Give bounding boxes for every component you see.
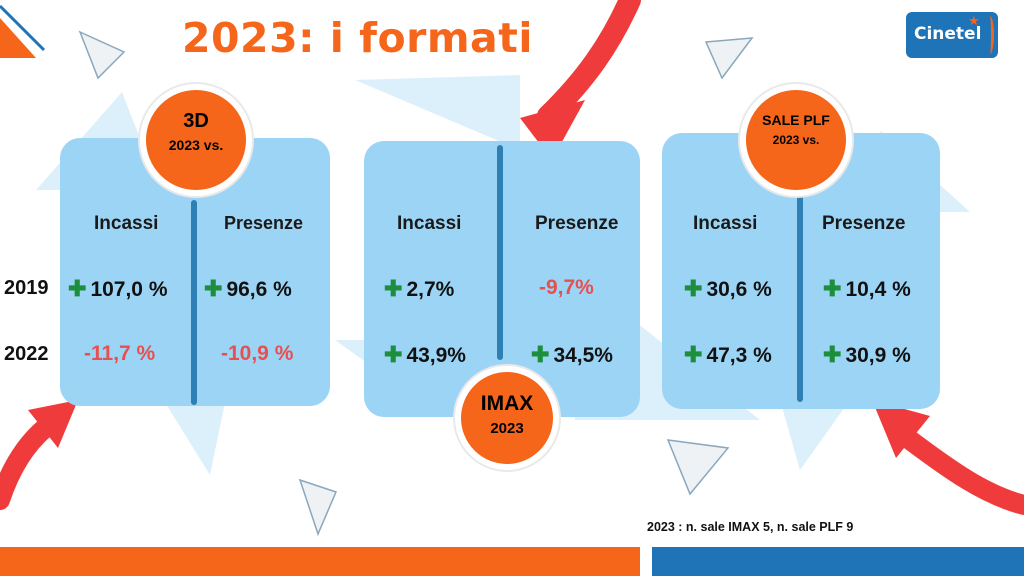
footnote: 2023 : n. sale IMAX 5, n. sale PLF 9 — [647, 520, 854, 534]
badge-plf-subtitle: 2023 vs. — [772, 133, 820, 147]
value: 30,6 % — [706, 278, 772, 301]
panel-imax-col-incassi: Incassi — [397, 213, 462, 234]
panel-3d-2022-presenze: -10,9 % — [221, 342, 294, 365]
panel-imax-2022-presenze: ✚ 34,5% — [531, 342, 613, 368]
value: 10,4 % — [845, 278, 911, 301]
value: 34,5% — [553, 344, 613, 367]
panel-plf-col-incassi: Incassi — [693, 213, 758, 234]
panel-imax-col-presenze: Presenze — [535, 213, 619, 234]
badge-3d-title: 3D — [183, 110, 209, 132]
panel-plf-2019-presenze: ✚ 10,4 % — [823, 276, 911, 302]
plus-icon: ✚ — [823, 276, 842, 301]
value: 107,0 % — [90, 278, 168, 301]
badge-sale-plf: SALE PLF 2023 vs. — [740, 84, 852, 196]
panel-plf-col-presenze: Presenze — [822, 213, 906, 234]
swoosh-icon — [986, 16, 994, 54]
value: 96,6 % — [226, 278, 292, 301]
row-label-2019: 2019 — [4, 277, 49, 299]
value: 47,3 % — [706, 344, 772, 367]
panel-imax-2019-presenze: -9,7% — [539, 276, 594, 299]
plus-icon: ✚ — [684, 342, 703, 367]
plus-icon: ✚ — [204, 276, 223, 301]
page-title: 2023: i formati — [182, 14, 533, 62]
panel-3d-col-presenze: Presenze — [224, 213, 304, 233]
badge-imax-title: IMAX — [480, 392, 534, 415]
plus-icon: ✚ — [531, 342, 550, 367]
panel-plf-2022-presenze: ✚ 30,9 % — [823, 342, 911, 368]
badge-3d: 3D 2023 vs. — [140, 84, 252, 196]
logo-text: Cinetel — [914, 24, 982, 44]
badge-imax-subtitle: 2023 — [490, 420, 524, 437]
plus-icon: ✚ — [823, 342, 842, 367]
plus-icon: ✚ — [384, 276, 403, 301]
panel-imax-2019-incassi: ✚ 2,7% — [384, 276, 454, 302]
bottom-blue-bar — [652, 547, 1024, 576]
panel-imax-divider — [497, 145, 503, 360]
panel-plf-divider — [797, 192, 803, 402]
panel-3d-2019-incassi: ✚ 107,0 % — [68, 276, 168, 302]
panel-3d-col-incassi: Incassi — [94, 213, 159, 234]
cinetel-logo: Cinetel ★ — [906, 12, 998, 58]
star-icon: ★ — [968, 13, 980, 28]
bottom-orange-bar — [0, 547, 640, 576]
badge-plf-title: SALE PLF — [762, 112, 830, 128]
plus-icon: ✚ — [68, 276, 87, 301]
row-label-2022: 2022 — [4, 343, 49, 365]
panel-plf-2022-incassi: ✚ 47,3 % — [684, 342, 772, 368]
value: 2,7% — [406, 278, 455, 301]
panel-plf-2019-incassi: ✚ 30,6 % — [684, 276, 772, 302]
panel-3d-2022-incassi: -11,7 % — [84, 342, 156, 365]
badge-3d-subtitle: 2023 vs. — [168, 137, 224, 153]
plus-icon: ✚ — [684, 276, 703, 301]
panel-imax-2022-incassi: ✚ 43,9% — [384, 342, 466, 368]
value: 30,9 % — [845, 344, 911, 367]
panel-3d-divider — [191, 200, 197, 405]
badge-imax: IMAX 2023 — [455, 366, 559, 470]
value: 43,9% — [406, 344, 466, 367]
plus-icon: ✚ — [384, 342, 403, 367]
panel-3d-2019-presenze: ✚ 96,6 % — [204, 276, 292, 302]
